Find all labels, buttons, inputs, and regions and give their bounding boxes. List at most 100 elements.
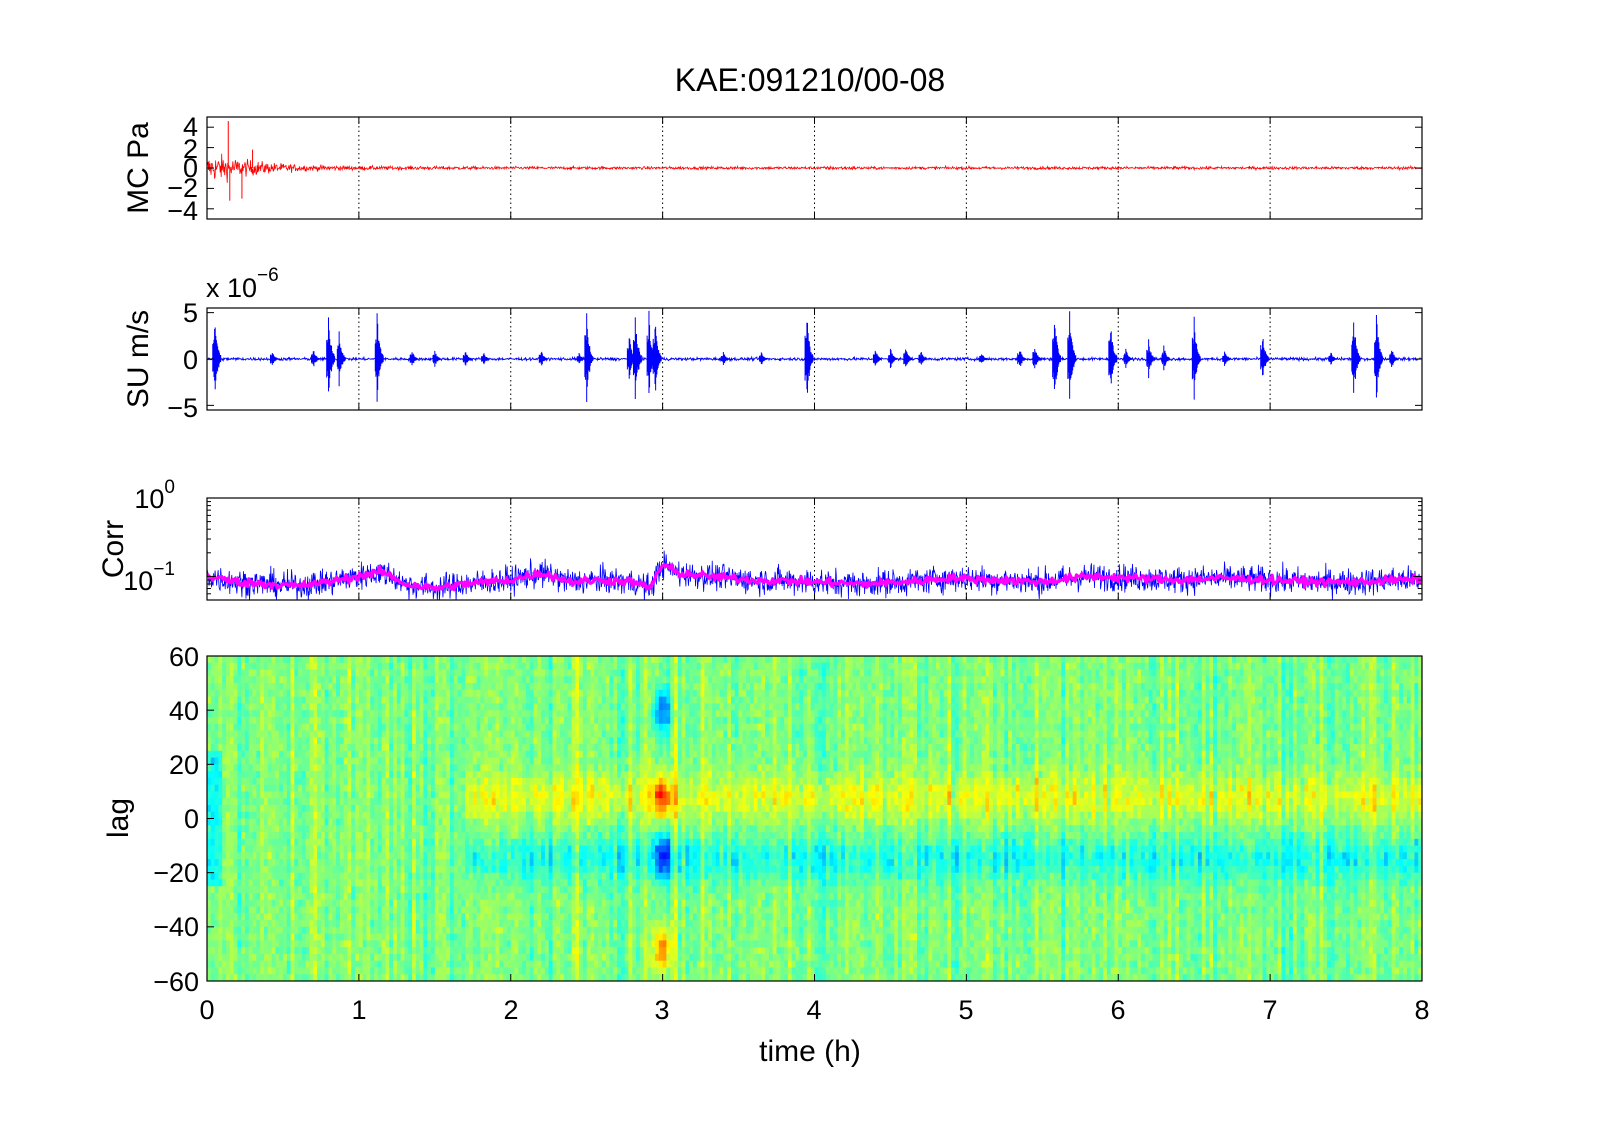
heatmap-cell [487, 750, 493, 759]
heatmap-cell [244, 818, 250, 826]
heatmap-cell [267, 899, 273, 908]
heatmap-cell [491, 872, 497, 880]
heatmap-cell [510, 804, 516, 813]
heatmap-cell [438, 933, 443, 941]
heatmap-cell [286, 737, 292, 745]
heatmap-cell [525, 838, 531, 847]
heatmap-cell [313, 940, 318, 948]
heatmap-cell [434, 757, 440, 765]
heatmap-cell [491, 737, 497, 745]
heatmap-cell [487, 771, 493, 779]
heatmap-cell [450, 723, 455, 731]
heatmap-cell [389, 710, 394, 718]
heatmap-cell [260, 744, 265, 752]
heatmap-cell [248, 913, 254, 921]
heatmap-cell [556, 872, 561, 880]
heatmap-cell [427, 750, 432, 759]
heatmap-cell [563, 689, 569, 698]
heatmap-cell [438, 757, 443, 765]
heatmap-cell [233, 656, 238, 664]
heatmap-cell [381, 940, 386, 948]
heatmap-cell [514, 879, 519, 887]
heatmap-cell [275, 683, 280, 691]
heatmap-cell [408, 750, 413, 759]
heatmap-cell [548, 750, 554, 759]
heatmap-cell [423, 899, 428, 908]
heatmap-cell [233, 750, 238, 759]
heatmap-cell [237, 798, 242, 806]
heatmap-cell [271, 703, 276, 711]
heatmap-cell [305, 967, 311, 975]
heatmap-cell [567, 879, 572, 887]
heatmap-cell [389, 886, 394, 894]
heatmap-cell [366, 757, 371, 765]
heatmap-cell [514, 798, 519, 806]
heatmap-cell [438, 811, 443, 819]
heatmap-cell [298, 737, 303, 745]
heatmap-cell [427, 899, 432, 908]
heatmap-cell [222, 669, 227, 677]
heatmap-cell [571, 662, 576, 671]
heatmap-cell [290, 892, 295, 901]
heatmap-cell [241, 696, 246, 704]
heatmap-cell [225, 886, 231, 894]
heatmap-cell [506, 777, 512, 786]
heatmap-cell [476, 920, 481, 928]
heatmap-cell [248, 852, 254, 860]
heatmap-cell [412, 730, 417, 738]
heatmap-cell [434, 723, 440, 731]
heatmap-cell [468, 771, 474, 779]
heatmap-cell [431, 811, 436, 819]
heatmap-cell [533, 892, 538, 901]
heatmap-cell [362, 879, 367, 887]
heatmap-cell [396, 913, 402, 921]
heatmap-cell [503, 744, 508, 752]
heatmap-cell [358, 899, 364, 908]
heatmap-cell [412, 716, 417, 725]
heatmap-cell [514, 676, 519, 684]
heatmap-cell [423, 757, 428, 765]
heatmap-cell [582, 723, 588, 731]
heatmap-cell [271, 818, 276, 826]
heatmap-cell [244, 920, 250, 928]
heatmap-cell [389, 926, 394, 935]
heatmap-cell [575, 865, 580, 874]
heatmap-cell [438, 750, 443, 759]
heatmap-cell [510, 913, 516, 921]
heatmap-cell [510, 899, 516, 908]
heatmap-cell [487, 865, 493, 874]
heatmap-cell [377, 913, 383, 921]
heatmap-cell [362, 886, 367, 894]
heatmap-cell [313, 872, 318, 880]
heatmap-cell [385, 757, 390, 765]
heatmap-cell [332, 825, 337, 833]
heatmap-cell [408, 886, 413, 894]
heatmap-cell [431, 865, 436, 874]
heatmap-cell [324, 696, 329, 704]
heatmap-cell [472, 730, 478, 738]
heatmap-cell [237, 716, 242, 725]
heatmap-cell [518, 953, 523, 962]
heatmap-cell [279, 859, 284, 867]
heatmap-cell [556, 757, 561, 765]
heatmap-cell [279, 723, 284, 731]
heatmap-cell [438, 784, 443, 792]
heatmap-cell [419, 832, 424, 840]
heatmap-cell [366, 818, 371, 826]
heatmap-cell [415, 784, 421, 792]
heatmap-cell [533, 723, 538, 731]
heatmap-cell [571, 703, 576, 711]
heatmap-cell [404, 723, 409, 731]
heatmap-cell [476, 676, 481, 684]
heatmap-cell [332, 750, 337, 759]
heatmap-cell [571, 947, 576, 955]
heatmap-cell [343, 892, 348, 901]
heatmap-cell [328, 899, 333, 908]
heatmap-cell [214, 933, 219, 941]
heatmap-cell [214, 852, 219, 860]
heatmap-cell [412, 689, 417, 698]
heatmap-cell [393, 737, 398, 745]
heatmap-cell [294, 764, 299, 772]
heatmap-cell [495, 716, 500, 725]
heatmap-cell [252, 744, 257, 752]
